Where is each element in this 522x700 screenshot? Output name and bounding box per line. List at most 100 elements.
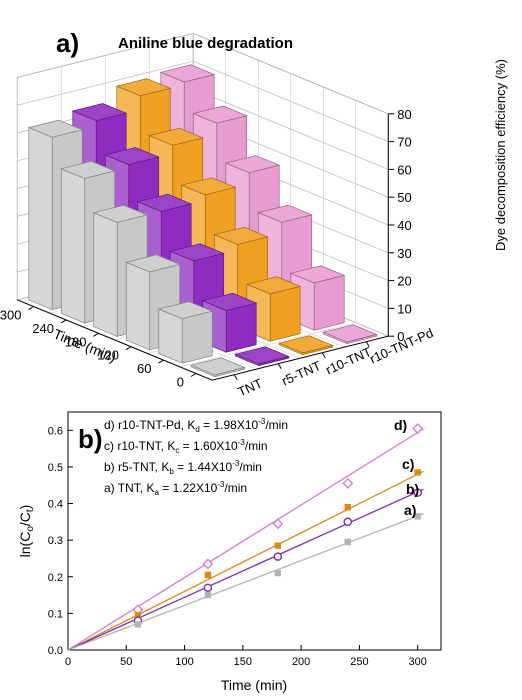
point-d [272, 518, 284, 530]
chart-a-panel-label: a) [56, 28, 79, 58]
bar-face [269, 285, 301, 342]
chart-b-panel-label: b) [78, 424, 103, 454]
chart-a-z-axis-label: Dye decomposition efficiency (%) [493, 59, 508, 251]
bar-top [136, 193, 193, 212]
y-tick-label: 0.3 [48, 535, 63, 547]
time-tick-label: 240 [32, 321, 54, 336]
y-tick-label: 0.2 [48, 572, 63, 584]
point-d [342, 477, 354, 489]
time-tick [28, 306, 34, 310]
chart-b-fit-lines [67, 428, 424, 651]
series-tick [233, 374, 238, 380]
chart-b-plot-frame [67, 411, 442, 651]
chart-b-y-axis-label: ln(Co/Ct) [17, 505, 36, 558]
series-axis [212, 335, 389, 381]
time-tick-label: 0 [177, 375, 184, 390]
x-tick-label: 100 [175, 656, 193, 668]
bar-side [28, 127, 53, 311]
time-tick [158, 359, 164, 364]
bar-top [71, 103, 128, 121]
chart-b: 0 50 100 150 200 250 3000.00.10.20.30.40.50.6 … [17, 411, 442, 693]
series-tick [321, 352, 326, 358]
z-tick-label: 50 [397, 190, 411, 205]
z-tick-label: 0 [397, 329, 404, 344]
point-c [204, 571, 212, 579]
z-tick-label: 40 [397, 218, 411, 233]
time-tick-label: 120 [97, 348, 119, 363]
series-tag-b: b) [406, 481, 419, 497]
point-c [134, 612, 142, 619]
time-tick-label: 60 [137, 361, 151, 376]
bar-face [181, 310, 213, 364]
point-b [203, 583, 213, 593]
bar-top [213, 226, 269, 245]
point-c [344, 504, 351, 511]
point-a [204, 591, 212, 599]
fit-line-b [67, 488, 424, 651]
time-tick-label: 180 [65, 334, 87, 349]
time-axis [17, 299, 213, 381]
z-tick-label: 80 [397, 107, 411, 122]
x-tick-label: 150 [234, 656, 252, 668]
bar-top [125, 254, 181, 273]
y-tick-label: 0.6 [48, 425, 63, 437]
point-b [343, 517, 353, 527]
series-label: r5-TNT [279, 358, 323, 388]
chart-b-ticks: 0 50 100 150 200 250 300 0.0 0.1 0.2 0.3 0.4 0.5 0.6 [48, 425, 427, 668]
point-b [413, 488, 422, 497]
bar-top [192, 105, 248, 124]
point-a [344, 538, 351, 546]
point-b [273, 552, 283, 561]
point-a [414, 513, 421, 520]
z-tick-label: 70 [397, 135, 411, 150]
series-tick [365, 341, 370, 347]
bar-top [27, 119, 84, 138]
y-tick-label: 0.4 [48, 499, 63, 511]
chart-b-points [132, 423, 424, 628]
bar-top [245, 276, 302, 295]
point-c [414, 469, 421, 476]
z-tick-label: 60 [397, 162, 411, 177]
chart-a-title: Aniline blue degradation [118, 35, 293, 52]
bar-top [224, 155, 281, 174]
z-tick-label: 10 [397, 301, 411, 316]
series-label: TNT [235, 375, 264, 399]
bar-top [169, 243, 225, 262]
time-tick [93, 332, 99, 337]
bar-top [257, 204, 313, 223]
z-tick-label: 20 [397, 274, 411, 289]
bar-top [148, 127, 204, 146]
y-tick-label: 0.1 [48, 608, 63, 620]
fit-line-c [67, 470, 424, 651]
bar-r10-TNT-Pd-60 [289, 265, 346, 331]
bar-top [92, 204, 149, 223]
bar-top [190, 357, 246, 376]
time-tick [190, 373, 197, 377]
chart-a: 0 10 20 30 40 50 60 70 80 0 60 120 180 240 300 TNT r5-TN… [0, 28, 508, 399]
bar-face [225, 302, 257, 353]
x-tick-label: 300 [409, 656, 427, 668]
bar-face [313, 274, 345, 331]
bar-side [93, 212, 118, 337]
y-tick-label: 0.0 [48, 645, 63, 657]
fit-line-d [67, 428, 424, 651]
time-tick-label: 300 [0, 308, 22, 323]
y-tick-label: 0.5 [48, 462, 63, 474]
bar-top [234, 346, 290, 365]
legend-entry-c: c) r10-TNT, Kc = 1.60X10-3/min [104, 438, 268, 455]
chart-b-legend: d) r10-TNT-Pd, Kd = 1.98X10-3/min c) r10-… [104, 417, 419, 518]
point-d [412, 423, 424, 434]
legend-entry-d: d) r10-TNT-Pd, Kd = 1.98X10-3/min [104, 417, 288, 434]
bar-top [159, 64, 216, 83]
x-tick-label: 50 [120, 656, 132, 668]
point-a [274, 569, 282, 577]
point-d [202, 558, 214, 570]
point-a [134, 621, 142, 628]
chart-a-bars [27, 64, 378, 378]
bar-top [115, 78, 172, 97]
time-tick [125, 346, 132, 351]
bar-top [322, 324, 378, 343]
chart-b-x-axis-label: Time (min) [221, 677, 287, 693]
bar-top [180, 177, 237, 196]
